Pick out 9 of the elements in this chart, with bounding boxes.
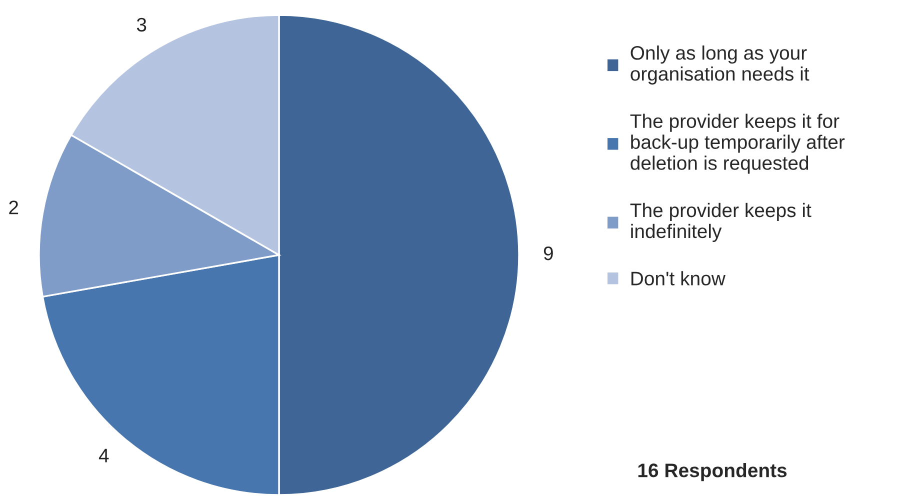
data-label: 9	[544, 246, 553, 260]
data-label: 2	[9, 200, 18, 214]
legend-label: The provider keeps it indefinitely	[630, 202, 812, 242]
data-label: 4	[98, 448, 109, 462]
text: 16 Respondents	[638, 462, 787, 482]
legend-label: Don't know	[631, 271, 726, 286]
data-label: 3	[136, 18, 146, 32]
legend-label: The provider keeps it for back-up temporarily after deletion is requested	[630, 114, 845, 174]
legend-label: Only as long as your organisation needs it	[630, 46, 810, 85]
